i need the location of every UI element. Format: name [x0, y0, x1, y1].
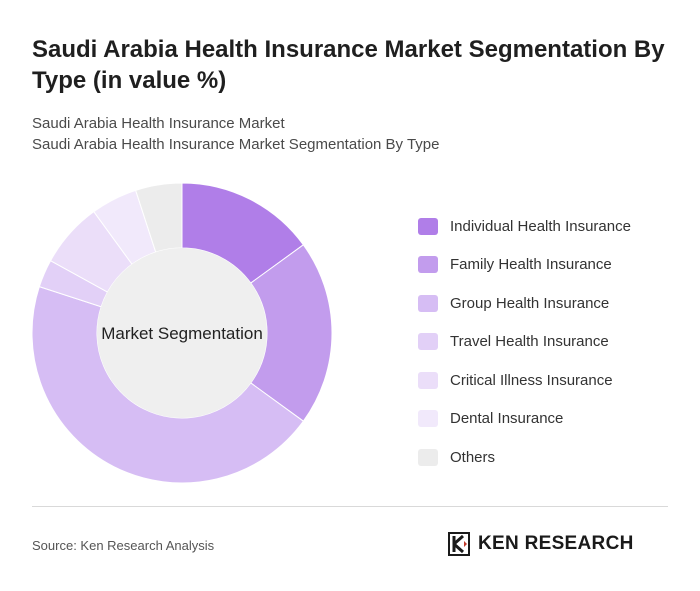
- ken-logo-icon: [448, 532, 470, 556]
- legend-swatch: [418, 294, 438, 312]
- legend-item: Others: [418, 438, 688, 477]
- subtitle-line-1: Saudi Arabia Health Insurance Market: [32, 115, 285, 132]
- legend-swatch: [418, 448, 438, 466]
- legend-label: Individual Health Insurance: [450, 217, 631, 235]
- chart-subtitle: Saudi Arabia Health Insurance Market Sau…: [32, 113, 672, 155]
- legend-item: Family Health Insurance: [418, 246, 688, 285]
- legend-label: Critical Illness Insurance: [450, 371, 613, 389]
- legend-label: Family Health Insurance: [450, 256, 612, 274]
- legend-item: Travel Health Insurance: [418, 323, 688, 362]
- footer-divider: [32, 506, 668, 507]
- legend-item: Individual Health Insurance: [418, 207, 688, 246]
- donut-center: [97, 248, 267, 418]
- source-note: Source: Ken Research Analysis: [32, 538, 215, 553]
- legend-swatch: [418, 217, 438, 235]
- legend-item: Group Health Insurance: [418, 284, 688, 323]
- legend-swatch: [418, 410, 438, 428]
- brand-logo: KEN RESEARCH: [448, 531, 634, 557]
- subtitle-line-2: Saudi Arabia Health Insurance Market Seg…: [32, 136, 440, 153]
- legend-label: Others: [450, 448, 496, 466]
- chart-legend: Individual Health Insurance Family Healt…: [418, 207, 688, 477]
- brand-name: KEN RESEARCH: [478, 533, 634, 554]
- legend-swatch: [418, 256, 438, 274]
- center-label: Market Segmentation: [101, 324, 263, 343]
- legend-label: Group Health Insurance: [450, 294, 610, 312]
- donut-chart: Market Segmentation: [31, 182, 333, 484]
- legend-item: Critical Illness Insurance: [418, 361, 688, 400]
- legend-label: Travel Health Insurance: [450, 333, 609, 351]
- legend-swatch: [418, 371, 438, 389]
- legend-swatch: [418, 333, 438, 351]
- chart-title: Saudi Arabia Health Insurance Market Seg…: [32, 36, 665, 94]
- legend-label: Dental Insurance: [450, 410, 564, 428]
- legend-item: Dental Insurance: [418, 400, 688, 439]
